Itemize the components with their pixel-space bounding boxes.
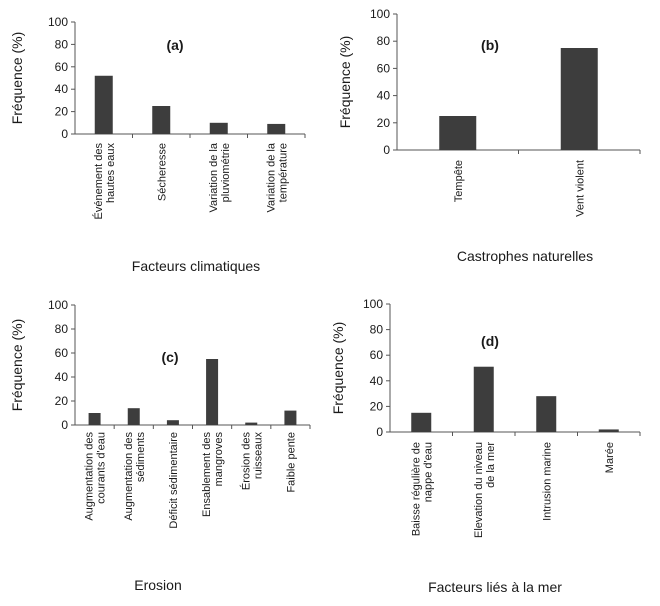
bar-d-2 (473, 366, 494, 432)
y-tick-label: 40 (55, 370, 69, 384)
bar-a-4 (267, 123, 286, 134)
y-tick-label: 0 (61, 418, 68, 432)
x-category-label: Tempête (453, 160, 465, 202)
y-tick-label: 0 (383, 143, 390, 157)
y-tick-label: 40 (370, 374, 384, 388)
bar-d-4 (598, 429, 619, 432)
y-axis-title: Fréquence (%) (9, 32, 25, 125)
chart-panel-d: 0 20 40 60 80 100 Fréquence (%) (d) Baisse régul… (330, 297, 641, 595)
bar-a-3 (209, 122, 228, 134)
x-category-label: pluviométrie (220, 143, 232, 202)
y-tick-label: 100 (48, 298, 68, 312)
x-category-label: Marée (604, 442, 616, 473)
y-tick-label: 40 (377, 89, 391, 103)
x-category-label: Augmentation des (123, 432, 135, 521)
bar-c-5 (245, 422, 258, 425)
panel-label: (d) (481, 333, 499, 349)
y-tick-label: 40 (55, 82, 69, 96)
x-category-label: Elevation du niveau (473, 442, 485, 538)
x-category-label: Érosion des (239, 432, 252, 491)
bar-c-4 (206, 359, 219, 425)
panel-label: (a) (166, 37, 183, 53)
y-tick-label: 80 (55, 37, 69, 51)
x-category-label: sédiments (135, 432, 147, 483)
y-tick-label: 80 (370, 323, 384, 337)
x-category-label: Sécheresse (156, 143, 168, 201)
y-tick-label: 20 (55, 394, 69, 408)
bar-b-1 (439, 116, 477, 150)
x-category-label: hautes eaux (105, 143, 117, 203)
y-tick-label: 100 (363, 297, 383, 311)
x-category-label: mangroves (213, 432, 225, 487)
y-tick-label: 60 (55, 60, 69, 74)
bar-b-2 (560, 48, 598, 150)
bar-c-3 (166, 420, 179, 425)
bar-c-1 (88, 413, 101, 425)
x-category-label: Faible pente (285, 432, 297, 493)
chart-panel-c: 0 20 40 60 80 100 Fréquence (%) (c) Augmentation… (9, 298, 311, 593)
bar-d-1 (411, 412, 432, 432)
x-category-label: ruisseaux (252, 432, 264, 480)
bar-d-3 (536, 396, 557, 432)
y-tick-label: 0 (376, 425, 383, 439)
panel-label: (b) (481, 37, 499, 53)
x-category-label: température (277, 143, 289, 202)
y-tick-label: 0 (61, 127, 68, 141)
x-category-label: Événement des (92, 143, 105, 220)
y-tick-label: 60 (377, 61, 391, 75)
bar-c-6 (284, 410, 297, 425)
x-category-label: Ensablement des (201, 432, 213, 517)
y-tick-label: 80 (55, 322, 69, 336)
y-tick-label: 20 (55, 105, 69, 119)
y-tick-label: 20 (370, 399, 384, 413)
x-category-label: Déficit sédimentaire (168, 432, 180, 529)
x-category-label: Variation de la (208, 142, 220, 212)
x-category-label: courants d'eau (96, 432, 108, 504)
y-tick-label: 20 (377, 116, 391, 130)
x-category-label: Augmentation des (84, 432, 96, 521)
x-axis-title: Facteurs climatiques (132, 258, 260, 274)
chart-panel-a: 0 20 40 60 80 100 Fréquence (%) (a) Événement de… (9, 15, 306, 274)
y-tick-label: 60 (55, 346, 69, 360)
bar-a-1 (94, 75, 113, 134)
y-axis-title: Fréquence (%) (9, 319, 25, 412)
x-category-label: nappe d'eau (422, 442, 434, 502)
x-axis-title: Castrophes naturelles (457, 248, 593, 264)
y-tick-label: 100 (48, 15, 68, 29)
x-category-label: Intrusion marine (541, 442, 553, 521)
x-category-label: Variation de la (265, 142, 277, 212)
bar-c-2 (127, 408, 140, 425)
x-category-label: Baisse régulière de (410, 442, 422, 536)
chart-panel-b: 0 20 40 60 80 100 Fréquence (%) (b) Tempête Vent … (337, 7, 641, 264)
x-category-label: de la mer (485, 442, 497, 488)
y-axis-title: Fréquence (%) (337, 36, 353, 129)
y-tick-label: 80 (377, 34, 391, 48)
bar-a-2 (152, 106, 171, 134)
x-category-label: Vent violent (574, 160, 586, 217)
y-tick-label: 60 (370, 348, 384, 362)
panel-label: (c) (161, 349, 178, 365)
x-axis-title: Erosion (134, 577, 181, 593)
y-axis-title: Fréquence (%) (330, 322, 346, 415)
x-axis-title: Facteurs liés à la mer (428, 579, 562, 595)
y-tick-label: 100 (370, 7, 390, 21)
